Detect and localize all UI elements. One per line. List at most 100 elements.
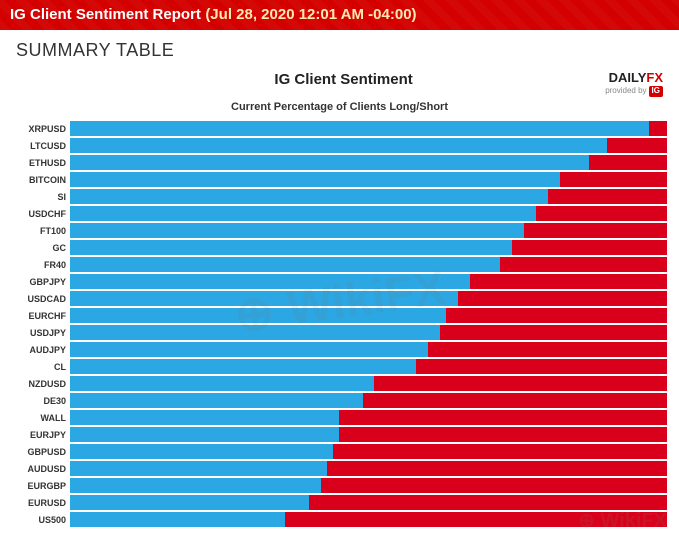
short-segment [428,342,667,357]
row-bar [70,155,667,170]
chart-row: CL [12,359,667,374]
chart-row: NZDUSD [12,376,667,391]
row-bar [70,257,667,272]
long-segment [70,121,649,136]
row-bar [70,393,667,408]
row-bar [70,478,667,493]
row-bar [70,291,667,306]
row-bar [70,495,667,510]
chart-title: IG Client Sentiment [82,71,605,88]
long-segment [70,274,470,289]
row-label: USDCHF [12,209,70,219]
row-bar [70,308,667,323]
long-segment [70,393,363,408]
short-segment [285,512,667,527]
chart-row: SI [12,189,667,204]
chart-row: EURCHF [12,308,667,323]
row-bar [70,376,667,391]
row-label: FR40 [12,260,70,270]
row-label: EURCHF [12,311,70,321]
long-segment [70,189,548,204]
short-segment [649,121,667,136]
row-bar [70,325,667,340]
short-segment [309,495,667,510]
long-segment [70,512,285,527]
chart-row: EURJPY [12,427,667,442]
short-segment [524,223,667,238]
short-segment [536,206,667,221]
row-label: USDCAD [12,294,70,304]
row-bar [70,359,667,374]
row-bar [70,223,667,238]
long-segment [70,172,560,187]
long-segment [70,240,512,255]
long-segment [70,410,339,425]
row-label: DE30 [12,396,70,406]
chart-row: GBPJPY [12,274,667,289]
row-label: EURGBP [12,481,70,491]
long-segment [70,257,500,272]
short-segment [416,359,667,374]
short-segment [321,478,667,493]
row-label: SI [12,192,70,202]
row-label: NZDUSD [12,379,70,389]
row-bar [70,461,667,476]
short-segment [446,308,667,323]
row-label: GBPJPY [12,277,70,287]
row-label: FT100 [12,226,70,236]
row-label: US500 [12,515,70,525]
chart-row: DE30 [12,393,667,408]
long-segment [70,206,536,221]
row-label: XRPUSD [12,124,70,134]
long-segment [70,155,589,170]
chart-row: WALL [12,410,667,425]
row-label: LTCUSD [12,141,70,151]
short-segment [500,257,667,272]
row-bar [70,410,667,425]
short-segment [327,461,667,476]
row-bar [70,342,667,357]
short-segment [363,393,667,408]
long-segment [70,444,333,459]
short-segment [548,189,667,204]
long-segment [70,342,428,357]
long-segment [70,427,339,442]
long-segment [70,376,374,391]
chart-row: USDCAD [12,291,667,306]
long-segment [70,478,321,493]
chart-row: GBPUSD [12,444,667,459]
chart-row: XRPUSD [12,121,667,136]
short-segment [333,444,667,459]
long-segment [70,325,440,340]
chart-row: FR40 [12,257,667,272]
chart-row: LTCUSD [12,138,667,153]
row-bar [70,444,667,459]
short-segment [589,155,667,170]
long-segment [70,223,524,238]
row-bar [70,274,667,289]
chart-row: BITCOIN [12,172,667,187]
sentiment-chart: IG Client Sentiment DAILYFX provided byI… [0,65,679,539]
row-label: WALL [12,413,70,423]
row-label: ETHUSD [12,158,70,168]
long-segment [70,291,458,306]
chart-row: ETHUSD [12,155,667,170]
row-bar [70,121,667,136]
short-segment [470,274,667,289]
chart-row: AUDUSD [12,461,667,476]
short-segment [339,427,667,442]
row-label: BITCOIN [12,175,70,185]
report-date: (Jul 28, 2020 12:01 AM -04:00) [205,6,416,23]
long-segment [70,308,446,323]
long-segment [70,138,607,153]
long-segment [70,359,416,374]
chart-row: GC [12,240,667,255]
long-segment [70,461,327,476]
chart-row: USDJPY [12,325,667,340]
chart-row: AUDJPY [12,342,667,357]
short-segment [607,138,667,153]
row-label: AUDJPY [12,345,70,355]
row-label: EURJPY [12,430,70,440]
short-segment [512,240,667,255]
long-segment [70,495,309,510]
